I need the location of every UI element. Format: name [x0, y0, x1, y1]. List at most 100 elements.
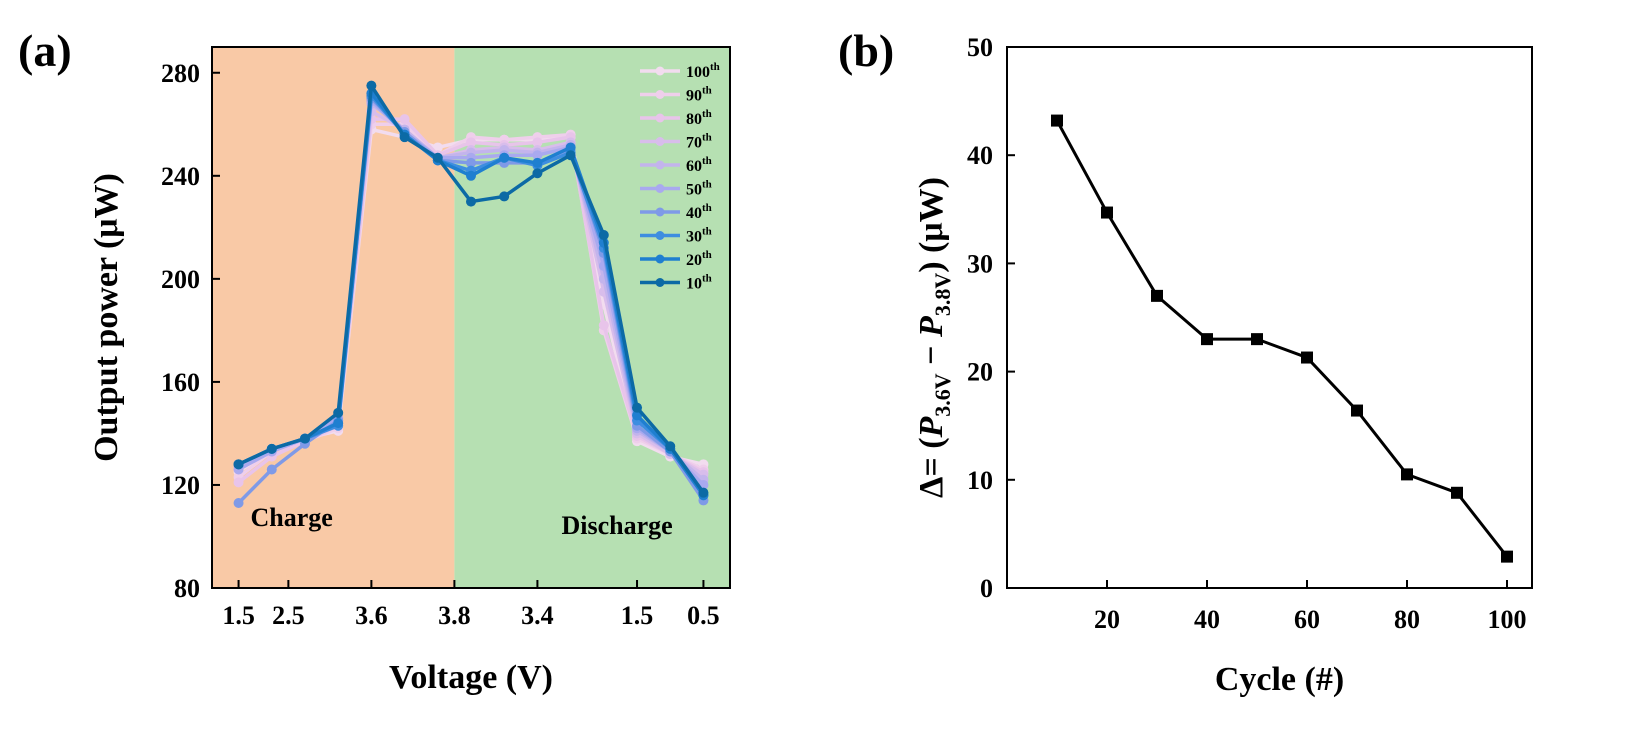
legend-label: 70th: [686, 132, 712, 152]
y-axis-ticks: 80 120 160 200 240 280: [161, 59, 220, 603]
x-tick-label: 3.6: [355, 601, 388, 630]
x-tick-label: 100: [1488, 605, 1527, 634]
y-tick-label: 240: [161, 162, 200, 191]
series-point: [266, 443, 277, 454]
legend-entry: 70th: [640, 132, 712, 152]
y-tick-label: 80: [174, 574, 200, 603]
region-charge: [212, 47, 455, 588]
series-point: [233, 497, 244, 508]
x-tick-label: 1.5: [621, 601, 654, 630]
series-point: [565, 150, 576, 161]
series-point: [598, 230, 609, 241]
series-point: [399, 114, 410, 125]
x-axis-label: Voltage (V): [389, 659, 553, 696]
series-point: [598, 320, 609, 331]
y-tick-label: 10: [967, 466, 993, 495]
panel-label-b: (b): [838, 25, 894, 76]
series-point: [665, 441, 676, 452]
delta-point: [1151, 289, 1163, 302]
x-tick-label: 3.8: [438, 601, 471, 630]
x-tick-label: 1.5: [222, 601, 255, 630]
ylabel-suffix: ) (μW): [913, 177, 950, 273]
series-point: [333, 407, 344, 418]
legend-entry: 80th: [640, 108, 712, 128]
series-10th: [233, 80, 709, 498]
x-tick-label: 0.5: [687, 601, 720, 630]
panel-b: 0 10 20 30 40 50 20 40 60 80 100 (b) Cycle (#) Δ=…: [838, 25, 1533, 698]
series-point: [532, 150, 543, 161]
series-point: [698, 487, 709, 498]
legend: 100th 90th 80th 70th 60th 50th 40th 30th 20th 10t…: [640, 61, 720, 293]
panel-label-a: (a): [18, 25, 72, 76]
legend-marker: [655, 207, 665, 217]
legend-marker: [655, 184, 665, 193]
ylabel-term1: P: [913, 416, 950, 438]
series-point: [532, 137, 543, 148]
x-tick-label: 40: [1194, 605, 1220, 634]
legend-label: 50th: [686, 179, 712, 199]
delta-line: [1055, 119, 1509, 558]
delta-point: [1351, 404, 1363, 417]
series-point: [532, 168, 543, 179]
x-axis-ticks: 1.5 2.5 3.6 3.8 3.4 1.5 0.5: [222, 580, 720, 630]
x-axis-label: Cycle (#): [1215, 661, 1344, 698]
legend-label: 100th: [686, 61, 720, 81]
series-point: [632, 402, 643, 413]
x-axis-ticks: 20 40 60 80 100: [1094, 580, 1527, 634]
delta-series: [1051, 114, 1513, 563]
x-tick-label: 3.4: [521, 601, 554, 630]
legend-marker: [655, 160, 665, 170]
delta-point: [1501, 550, 1513, 563]
legend-entry: 40th: [640, 202, 712, 222]
y-tick-label: 0: [980, 574, 993, 603]
legend-label: 80th: [686, 108, 712, 128]
y-tick-label: 40: [967, 141, 993, 170]
series-point: [432, 152, 443, 163]
delta-point: [1251, 333, 1263, 346]
y-tick-label: 280: [161, 59, 200, 88]
y-tick-label: 20: [967, 358, 993, 387]
legend-label: 20th: [686, 249, 712, 269]
legend-entry: 10th: [640, 273, 712, 293]
plot-frame-a: [211, 46, 731, 589]
series-point: [466, 170, 476, 181]
legend-label: 60th: [686, 155, 712, 175]
legend-label: 90th: [686, 85, 712, 105]
ylabel-prefix: Δ= (: [913, 437, 950, 498]
delta-point: [1301, 351, 1313, 364]
y-tick-label: 160: [161, 368, 200, 397]
y-axis-label: Output power (μW): [88, 173, 125, 462]
ylabel-minus: −: [913, 337, 950, 373]
delta-point: [1401, 468, 1413, 481]
legend-entry: 60th: [640, 155, 712, 175]
series-point: [499, 152, 510, 163]
legend-entry: 90th: [640, 85, 712, 105]
series-point: [233, 459, 244, 470]
series-point: [532, 157, 543, 168]
legend-entry: 100th: [640, 61, 720, 81]
legend-entry: 30th: [640, 226, 712, 246]
series-point: [299, 433, 310, 444]
legend-label: 30th: [686, 226, 712, 246]
series-point: [466, 137, 476, 148]
ylabel-term1-sub: 3.6V: [930, 373, 955, 417]
x-tick-label: 2.5: [272, 601, 305, 630]
delta-point: [1101, 206, 1113, 219]
series-point: [499, 191, 510, 202]
x-tick-label: 80: [1394, 605, 1420, 634]
ylabel-term2: P: [913, 316, 950, 338]
series-point: [466, 157, 476, 168]
y-tick-label: 120: [161, 471, 200, 500]
x-tick-label: 60: [1294, 605, 1320, 634]
y-tick-label: 50: [967, 33, 993, 62]
y-axis-ticks: 0 10 20 30 40 50: [967, 33, 1015, 603]
legend-entry: 50th: [640, 179, 712, 199]
y-tick-label: 200: [161, 265, 200, 294]
series-point: [266, 464, 277, 475]
delta-point: [1051, 114, 1063, 127]
legend-label: 10th: [686, 273, 712, 293]
legend-marker: [655, 90, 665, 99]
region-label-charge: Charge: [251, 503, 333, 532]
